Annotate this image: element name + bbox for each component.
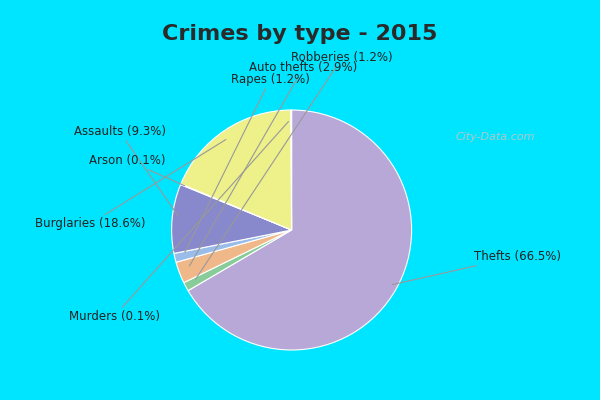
Text: Auto thefts (2.9%): Auto thefts (2.9%) <box>190 61 358 266</box>
Text: City-Data.com: City-Data.com <box>456 132 536 142</box>
Wedge shape <box>172 184 292 254</box>
Text: Thefts (66.5%): Thefts (66.5%) <box>392 250 561 284</box>
Wedge shape <box>291 110 292 230</box>
Text: Rapes (1.2%): Rapes (1.2%) <box>185 73 310 252</box>
Text: Assaults (9.3%): Assaults (9.3%) <box>74 125 178 216</box>
Text: Robberies (1.2%): Robberies (1.2%) <box>196 52 393 279</box>
Text: Murders (0.1%): Murders (0.1%) <box>68 122 289 323</box>
Wedge shape <box>181 110 292 230</box>
Wedge shape <box>174 230 292 262</box>
Wedge shape <box>181 184 292 230</box>
Text: Crimes by type - 2015: Crimes by type - 2015 <box>163 24 437 44</box>
Text: Burglaries (18.6%): Burglaries (18.6%) <box>35 140 226 230</box>
Wedge shape <box>188 110 412 350</box>
Wedge shape <box>176 230 292 283</box>
Text: Arson (0.1%): Arson (0.1%) <box>89 154 185 186</box>
Wedge shape <box>184 230 292 291</box>
